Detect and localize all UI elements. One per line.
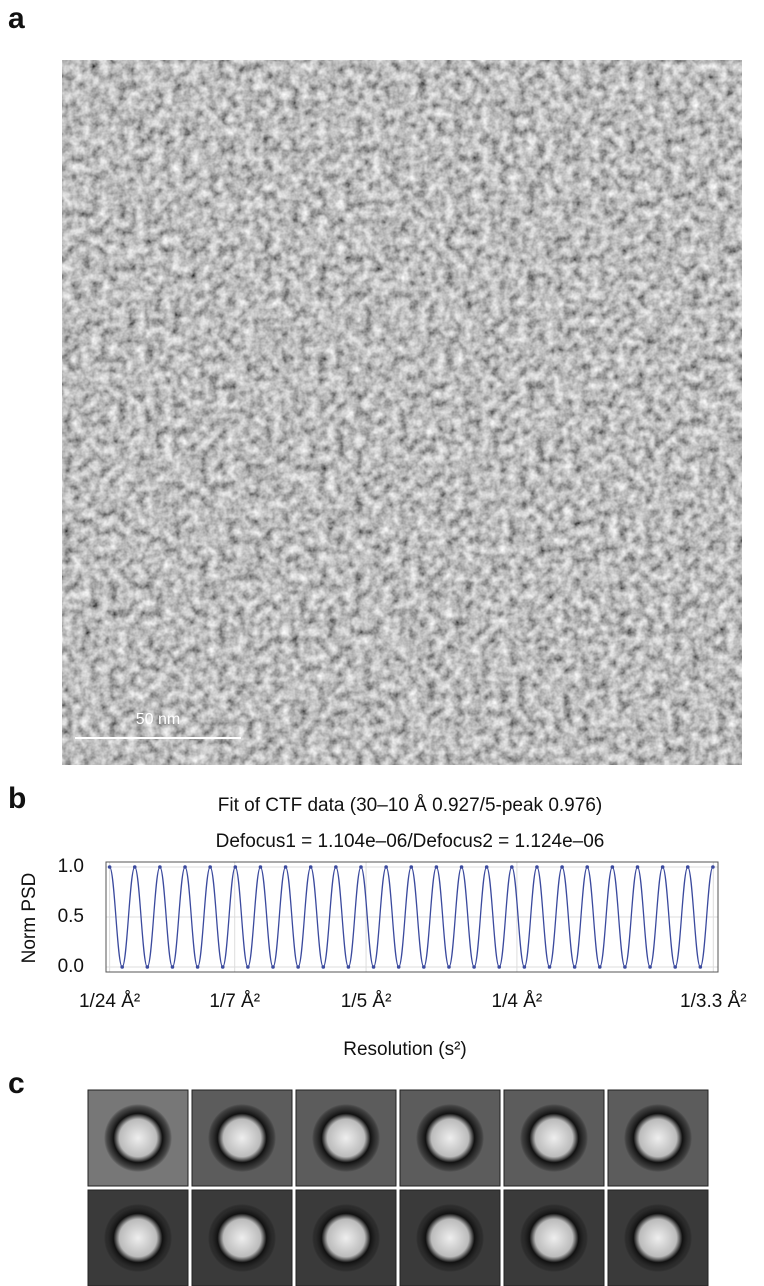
class-particle: [624, 1104, 692, 1172]
data-point: [459, 865, 464, 869]
plot-frame: [105, 861, 719, 973]
class-averages: [87, 1089, 709, 1286]
micrograph: [62, 60, 742, 765]
class-particle: [208, 1204, 276, 1272]
x-axis-label: Resolution (s²): [343, 1039, 467, 1060]
data-point: [597, 965, 602, 969]
data-point: [220, 965, 225, 969]
data-point: [698, 965, 703, 969]
data-point: [346, 965, 351, 969]
data-point: [359, 865, 363, 869]
data-point: [258, 865, 263, 869]
data-point: [434, 865, 439, 869]
class-particle: [624, 1204, 692, 1272]
data-point: [497, 965, 502, 969]
class-particle: [520, 1104, 588, 1172]
data-point: [107, 865, 112, 869]
data-point: [673, 965, 678, 969]
data-point: [334, 865, 338, 869]
data-point: [158, 865, 162, 869]
class-particle: [416, 1104, 484, 1172]
data-point: [296, 965, 300, 969]
x-tick-label: 1/7 Å²: [209, 991, 260, 1012]
data-point: [648, 965, 652, 969]
data-point: [447, 965, 451, 969]
class-particle: [208, 1104, 276, 1172]
chart-title: Fit of CTF data (30–10 Å 0.927/5-peak 0.…: [218, 795, 602, 816]
data-point: [308, 865, 313, 869]
data-point: [635, 865, 640, 869]
y-tick-label: 0.5: [58, 906, 84, 927]
plot: 0.0 0.5 1.0 1/24 Å² 1/7 Å² 1/5 Å² 1/4 Å² 1/3.3 …: [58, 856, 747, 1012]
data-point: [560, 865, 564, 869]
class-particle: [416, 1204, 484, 1272]
data-point: [145, 965, 150, 969]
class-particle: [520, 1204, 588, 1272]
data-point: [409, 865, 414, 869]
data-point: [660, 865, 665, 869]
data-point: [271, 965, 275, 969]
data-point: [547, 965, 552, 969]
y-tick-label: 1.0: [58, 856, 84, 877]
class-particle: [312, 1204, 380, 1272]
data-point: [396, 965, 401, 969]
class-particle: [104, 1104, 172, 1172]
data-point: [233, 865, 238, 869]
data-point: [208, 865, 212, 869]
data-point: [283, 865, 288, 869]
data-point: [685, 865, 690, 869]
data-point: [610, 865, 615, 869]
y-axis-label: Norm PSD: [19, 873, 40, 964]
data-point: [246, 965, 250, 969]
data-point: [711, 865, 715, 869]
x-tick-label: 1/24 Å²: [79, 991, 140, 1012]
panel-label: a: [8, 2, 25, 35]
data-point: [535, 865, 539, 869]
class-particle: [104, 1204, 172, 1272]
chart-subtitle: Defocus1 = 1.104e–06/Defocus2 = 1.124e–0…: [216, 831, 605, 852]
data-point: [183, 865, 187, 869]
data-point: [484, 865, 489, 869]
x-tick-label: 1/5 Å²: [341, 991, 392, 1012]
data-point: [623, 965, 627, 969]
data-point: [371, 965, 376, 969]
scale-bar-label: 50 nm: [136, 711, 180, 728]
data-point: [195, 965, 200, 969]
panel-label: b: [8, 782, 26, 815]
data-point: [422, 965, 426, 969]
class-particle: [312, 1104, 380, 1172]
data-point: [170, 965, 175, 969]
data-point: [120, 965, 124, 969]
x-tick-label: 1/4 Å²: [492, 991, 543, 1012]
data-point: [522, 965, 527, 969]
data-point: [572, 965, 577, 969]
data-point: [585, 865, 590, 869]
data-point: [472, 965, 476, 969]
data-point: [384, 865, 388, 869]
panel-label: c: [8, 1067, 25, 1100]
y-tick-label: 0.0: [58, 956, 84, 977]
data-point: [132, 865, 137, 869]
data-point: [321, 965, 326, 969]
data-point: [510, 865, 514, 869]
x-tick-label: 1/3.3 Å²: [680, 991, 747, 1012]
